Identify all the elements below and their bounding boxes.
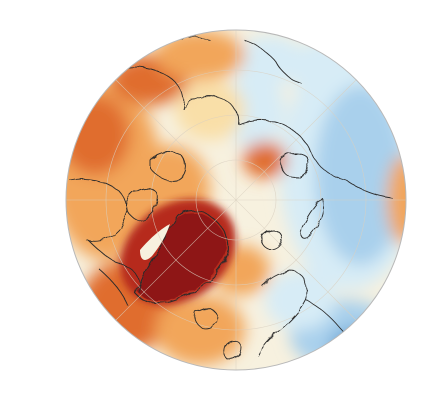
coast-far-east: [345, 179, 393, 199]
coast-canadian-archipelago: [149, 151, 186, 181]
coast-novaya-zemlya: [299, 197, 325, 240]
warm-region-upper-center: [175, 80, 245, 140]
cool-region-south: [265, 270, 335, 330]
cool-region-center: [225, 70, 285, 150]
cool-region-ne: [290, 40, 350, 100]
coast-kamchatka: [243, 39, 303, 85]
coast-siberia: [237, 119, 347, 181]
coast-north-america: [69, 178, 128, 242]
baffin-ice: [140, 224, 170, 260]
coast-iceland: [194, 308, 219, 329]
graticule: [66, 30, 406, 370]
meridian-135: [115, 79, 357, 321]
coast-british-isles: [223, 340, 243, 361]
anomaly-field: [66, 30, 406, 370]
greenland-coastline: [135, 210, 229, 304]
coast-taymyr: [279, 152, 310, 179]
map-boundary: [65, 29, 407, 371]
cool-region-southeast-core: [330, 327, 390, 363]
warm-region-north: [155, 30, 245, 80]
coast-baffin: [126, 187, 159, 221]
coastlines: [69, 36, 393, 361]
warm-region-south: [155, 295, 245, 365]
coast-svalbard: [261, 229, 283, 251]
coast-hudson: [87, 239, 141, 295]
cool-region-east-core: [315, 85, 405, 265]
warm-region-center: [243, 142, 287, 178]
coast-chukotka: [181, 96, 239, 125]
coast-labrador: [99, 269, 129, 307]
coast-alaska: [119, 66, 184, 109]
